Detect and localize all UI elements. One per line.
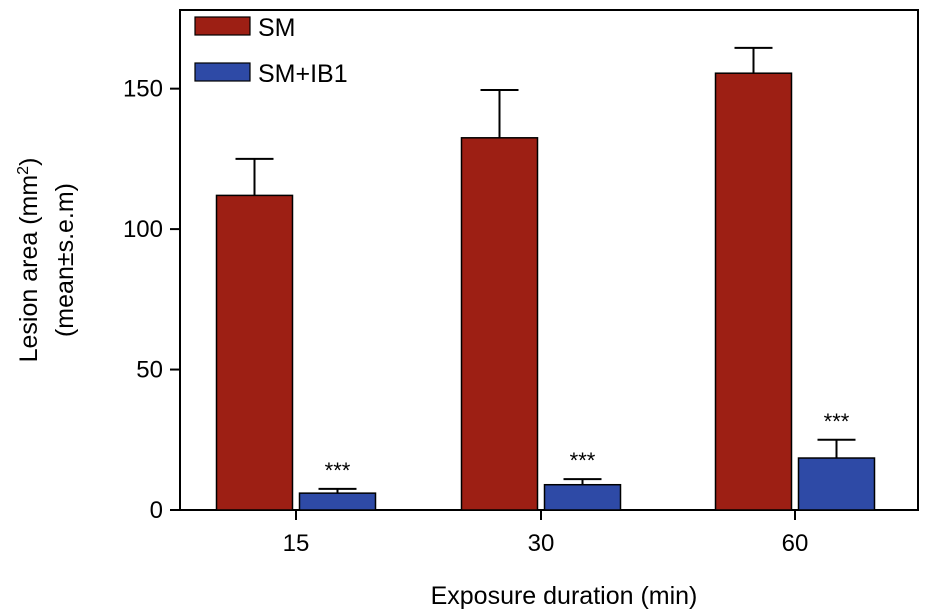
y-axis-title-end: ) bbox=[15, 158, 43, 166]
bar-sm-30 bbox=[460, 137, 539, 511]
x-tick-label-30: 30 bbox=[528, 530, 555, 557]
significance-label: *** bbox=[824, 409, 850, 434]
y-axis-title: Lesion area (mm2) (mean±s.e.m) bbox=[15, 158, 79, 363]
x-axis: 15 30 60 bbox=[283, 510, 809, 557]
legend-swatch-sm bbox=[194, 16, 251, 36]
y-axis-title-line1: Lesion area (mm2) bbox=[15, 158, 43, 363]
significance-label: *** bbox=[325, 458, 351, 483]
y-tick-label: 50 bbox=[136, 357, 163, 384]
bar-sm-ib1-15 bbox=[298, 492, 377, 511]
bar-sm-ib1-30 bbox=[543, 483, 622, 511]
y-axis: 0 50 100 150 bbox=[123, 76, 180, 524]
x-axis-title: Exposure duration (min) bbox=[431, 582, 698, 610]
legend-label-sm-ib1: SM+IB1 bbox=[258, 60, 348, 88]
bar-sm-ib1-60 bbox=[797, 457, 876, 511]
bars-layer: *** *** *** bbox=[215, 46, 876, 511]
legend-label-sm: SM bbox=[258, 14, 296, 42]
x-tick-label-60: 60 bbox=[782, 530, 809, 557]
y-axis-title-superscript: 2 bbox=[15, 166, 32, 175]
x-tick-label-15: 15 bbox=[283, 530, 310, 557]
y-axis-title-line2: (mean±s.e.m) bbox=[51, 183, 79, 337]
y-tick-label: 0 bbox=[150, 497, 163, 524]
y-tick-label: 150 bbox=[123, 76, 163, 103]
bar-sm-60 bbox=[714, 72, 793, 511]
y-tick-label: 100 bbox=[123, 216, 163, 243]
y-axis-title-main: Lesion area (mm bbox=[15, 175, 43, 363]
legend: SM SM+IB1 bbox=[194, 14, 348, 88]
significance-label: *** bbox=[570, 448, 596, 473]
legend-swatch-sm-ib1 bbox=[194, 62, 251, 82]
bar-sm-15 bbox=[215, 194, 294, 511]
plot-area-frame bbox=[179, 9, 919, 511]
